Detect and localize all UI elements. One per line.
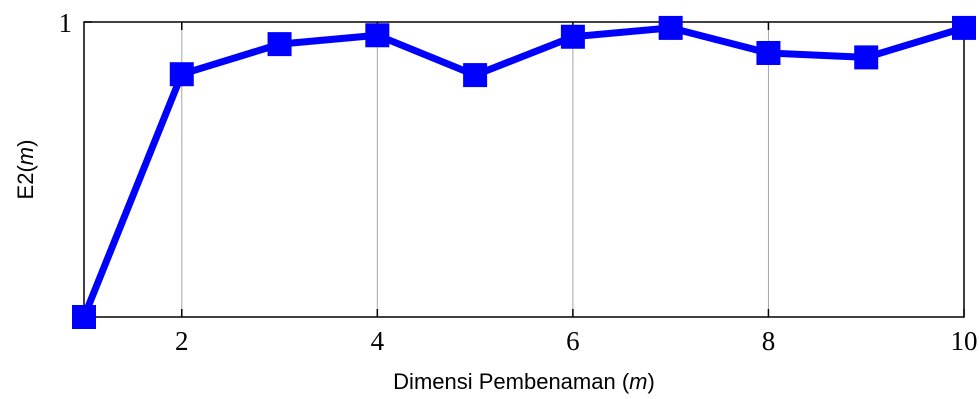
data-point-marker (952, 15, 976, 40)
x-tick-label: 6 (566, 326, 580, 356)
x-axis-title-var: m (629, 369, 647, 394)
plot-frame (83, 21, 965, 318)
x-axis-title-suffix: ) (647, 369, 654, 394)
y-axis-title-suffix: ) (13, 140, 38, 147)
x-tick-label: 2 (175, 326, 189, 356)
data-point-marker (560, 24, 585, 49)
x-tick-label: 8 (762, 326, 776, 356)
x-axis: 2 4 6 8 10 (175, 22, 978, 356)
data-point-marker (854, 45, 879, 70)
data-point-marker (365, 23, 390, 48)
x-tick-label: 10 (951, 326, 978, 356)
data-point-marker (169, 62, 194, 87)
y-axis-title-prefix: E2( (13, 165, 38, 200)
y-axis-title-var: m (13, 147, 38, 165)
x-tick-label: 4 (371, 326, 385, 356)
data-point-marker (267, 32, 292, 57)
data-point-marker (756, 40, 781, 65)
y-tick-label: 1 (59, 8, 73, 38)
series-layer (72, 15, 976, 329)
data-point-marker (658, 15, 683, 40)
data-point-marker (72, 305, 96, 329)
x-axis-title-prefix: Dimensi Pembenaman ( (393, 369, 630, 394)
x-axis-title: Dimensi Pembenaman (m) (393, 369, 655, 394)
y-axis-title: E2(m) (13, 140, 38, 200)
data-point-marker (463, 63, 488, 88)
y-axis: 1 (59, 8, 92, 38)
series-line (80, 24, 966, 319)
